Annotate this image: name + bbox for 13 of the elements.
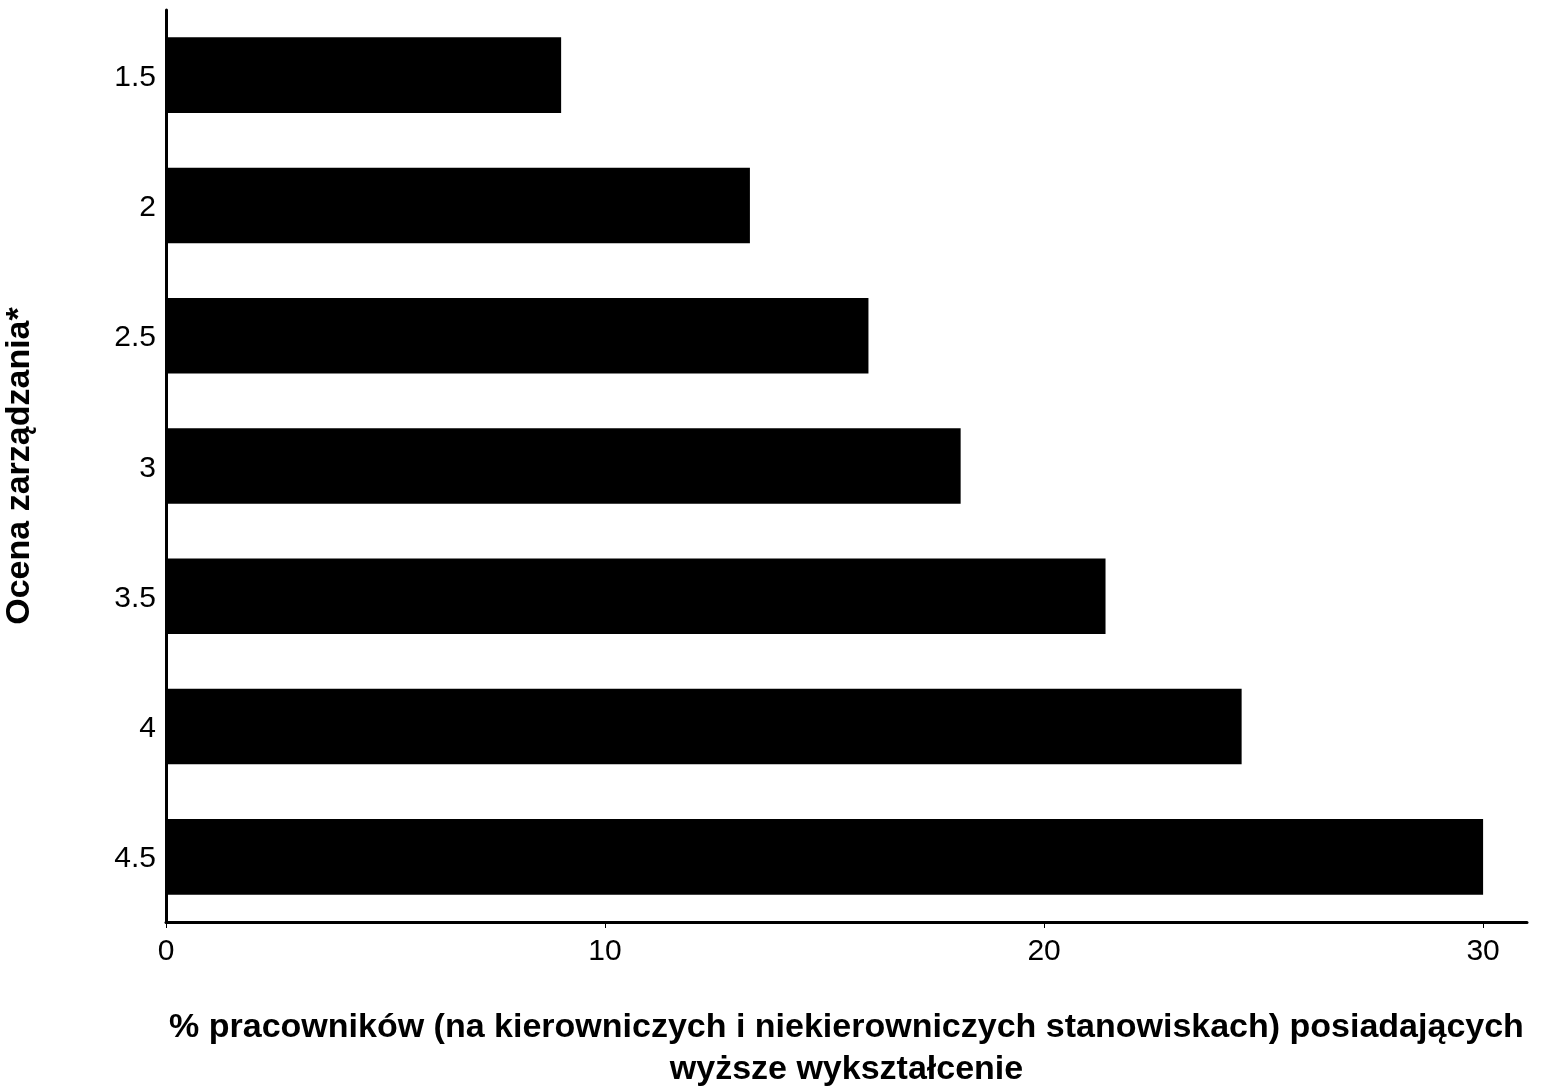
y-tick-label: 4.5 bbox=[114, 840, 156, 874]
x-tick-label: 30 bbox=[1466, 932, 1500, 966]
x-tick-label: 10 bbox=[588, 932, 622, 966]
x-tick-label: 0 bbox=[157, 932, 175, 966]
x-axis-title: % pracowników (na kierowniczych i niekierowniczych stanowiskach) posiadających wyższe wykształcenie bbox=[169, 1006, 1524, 1086]
x-tick-label: 20 bbox=[1027, 932, 1061, 966]
y-tick-label: 3.5 bbox=[114, 579, 156, 613]
y-tick-label: 3 bbox=[139, 449, 156, 483]
y-tick-label: 2 bbox=[139, 188, 156, 222]
y-tick-label: 1.5 bbox=[114, 58, 156, 92]
y-tick-label: 4 bbox=[139, 710, 156, 744]
y-axis-title: Ocena zarządzania* bbox=[0, 306, 36, 625]
y-tick-label: 2.5 bbox=[114, 319, 156, 353]
